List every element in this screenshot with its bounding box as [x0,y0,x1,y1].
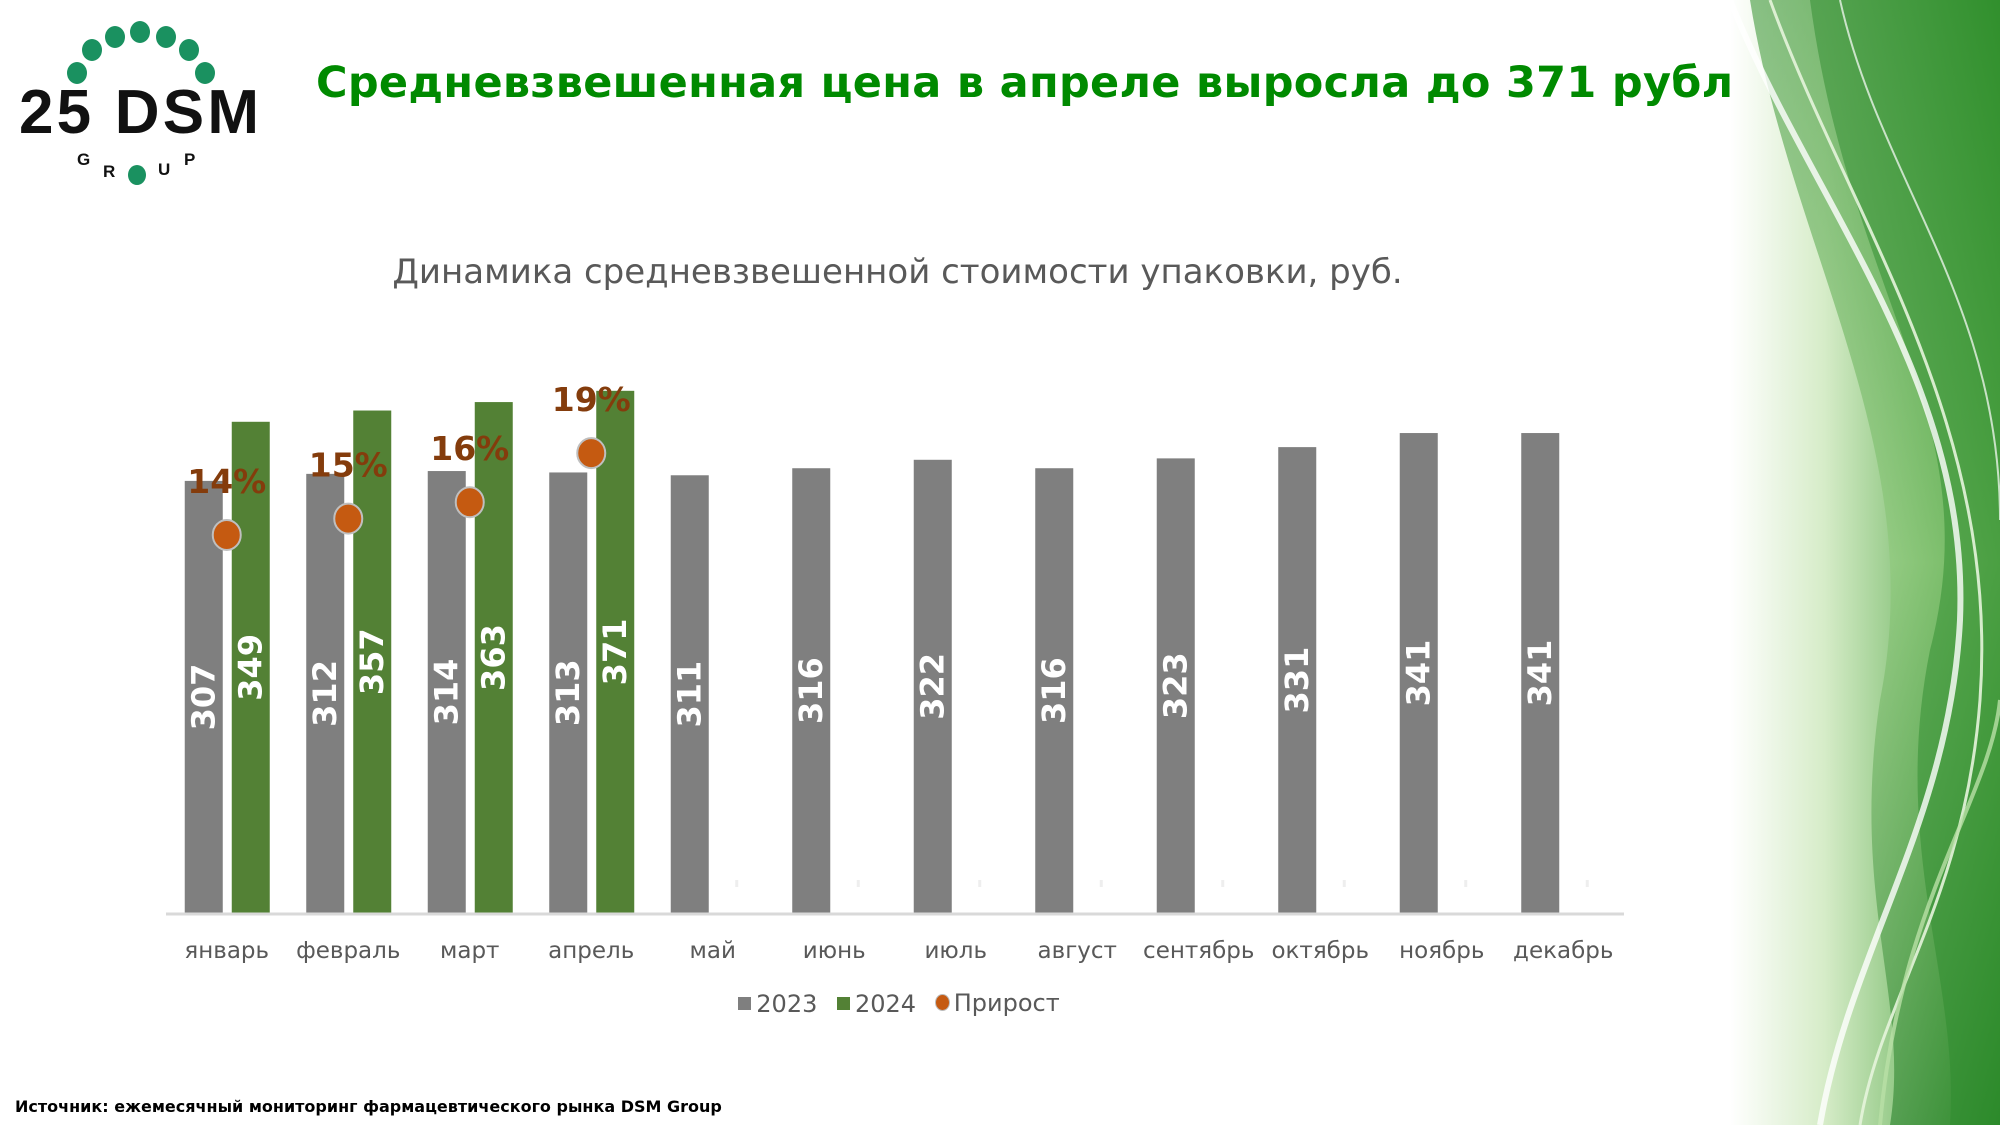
svg-text:P: P [184,150,195,169]
bar-label-2024: 363 [475,624,513,691]
x-tick-label: февраль [296,938,400,964]
bar-label-2024: 371 [596,619,634,686]
bar-label-2023: 311 [671,661,709,728]
legend-label: Прирост [953,988,1060,1017]
bar-2023-9 [1278,447,1317,913]
growth-label: 16% [430,429,509,468]
bar-2023-1 [306,473,345,913]
source-note: Источник: ежемесячный мониторинг фармаце… [15,1097,722,1116]
legend-swatch-2024 [837,997,850,1010]
legend-marker-growth [935,995,949,1010]
bar-label-2023: 341 [1521,640,1559,707]
bar-label-2023: 312 [306,660,344,727]
bar-2023-10 [1399,433,1438,913]
legend-label: 2024 [855,989,917,1018]
bar-2024-1 [353,410,392,913]
bar-label-2023: 307 [185,664,223,731]
x-tick-label: июль [924,938,987,964]
bar-label-2023: 331 [1278,647,1316,714]
x-tick-label: октябрь [1271,938,1369,964]
growth-label: 19% [552,380,631,419]
bar-label-2023: 316 [1035,657,1073,724]
x-tick-label: май [690,938,736,964]
bar-label-2024: 349 [232,634,270,701]
x-tick-label: сентябрь [1143,938,1254,964]
x-tick-label: июнь [803,938,866,964]
legend-swatch-2023 [738,997,752,1010]
logo-dots [67,21,215,185]
slide-title: Средневзвешенная цена в апреле выросла д… [316,58,1762,108]
svg-text:U: U [158,160,170,179]
growth-point-0 [211,518,242,551]
bar-2023-3 [549,472,588,913]
bar-label-2023: 323 [1157,652,1195,719]
bar-label-2024: 357 [353,628,391,695]
green-wave-decoration [1730,0,2000,1125]
bar-2023-8 [1156,458,1195,913]
x-tick-label: декабрь [1513,938,1613,964]
legend-label: 2023 [756,989,818,1018]
growth-label: 15% [309,446,388,485]
x-tick-label: апрель [548,938,634,964]
bar-2023-11 [1521,433,1560,913]
legend-item-2024: 2024 [837,990,916,1018]
chart-legend: 2023 2024 Прирост [0,988,1798,1018]
growth-label: 14% [187,462,266,501]
chart-title: Динамика средневзвешенной стоимости упак… [392,252,1403,292]
bar-label-2023: 316 [792,657,830,724]
legend-item-2023: 2023 [738,990,817,1018]
bar-label-2023: 313 [549,659,587,726]
growth-point-1 [333,502,364,535]
bar-2023-4 [670,475,709,913]
svg-text:25 DSM: 25 DSM [19,78,259,147]
svg-text:R: R [103,162,115,181]
x-tick-label: ноябрь [1399,938,1484,964]
bar-label-2023: 322 [914,653,952,720]
growth-point-2 [454,486,485,519]
bar-2023-7 [1035,468,1074,913]
bar-2024-2 [474,402,513,913]
bar-label-2023: 341 [1400,640,1438,707]
dsm-group-logo: 25 DSM G R U P [19,21,259,185]
bar-2024-3 [596,390,635,913]
bar-2023-5 [792,468,831,913]
legend-item-growth: Прирост [935,988,1060,1017]
svg-text:G: G [77,150,90,169]
bar-2023-0 [184,480,223,913]
bar-2023-6 [913,459,952,913]
x-tick-label: август [1038,938,1117,964]
bar-label-2023: 314 [428,659,466,726]
x-tick-label: январь [184,938,269,964]
x-tick-label: март [440,938,499,964]
bar-2023-2 [427,471,466,913]
growth-point-3 [576,437,607,470]
bar-2024-0 [231,421,270,913]
